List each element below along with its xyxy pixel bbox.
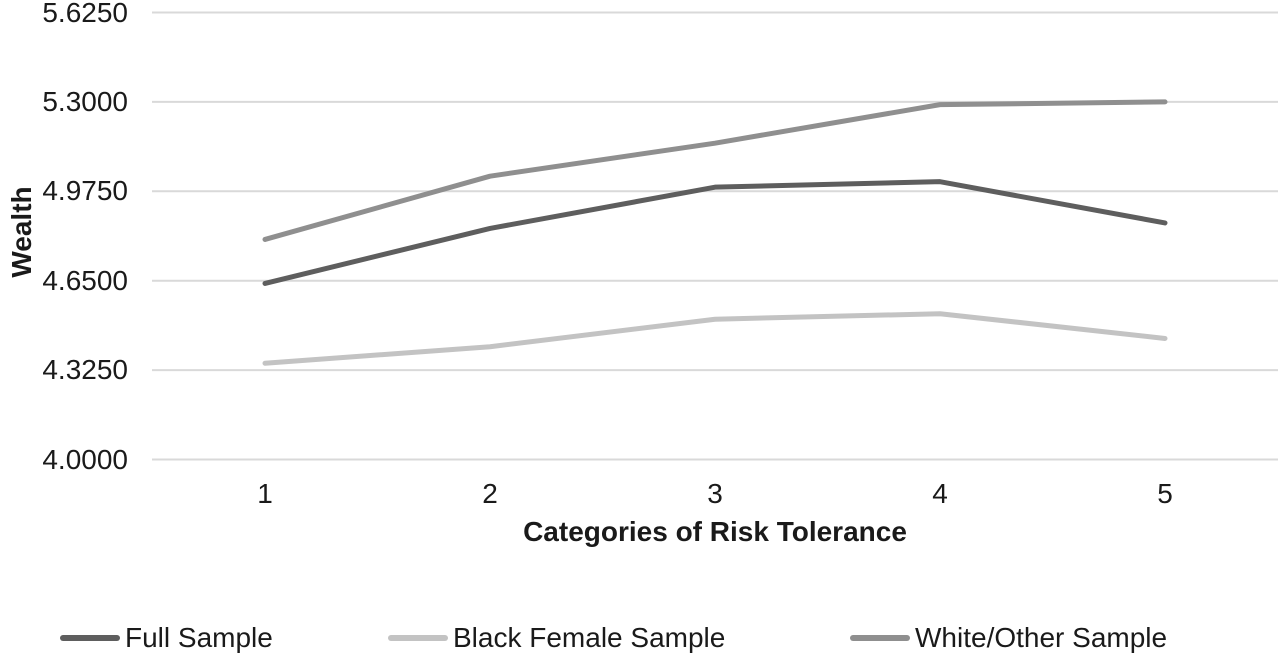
x-tick-label: 3 [707, 478, 723, 509]
series-line-black-female-sample [262, 311, 1168, 366]
y-tick-label: 5.6250 [42, 0, 128, 28]
series-line-white-other-sample [262, 99, 1168, 242]
y-tick-label: 4.0000 [42, 443, 128, 475]
legend-item-black-female-sample: Black Female Sample [388, 621, 725, 655]
legend-label: Full Sample [125, 622, 273, 653]
legend-item-white-other-sample: White/Other Sample [850, 621, 1167, 655]
y-tick-label: 5.3000 [42, 85, 128, 117]
series-line-full-sample [262, 179, 1168, 286]
y-tick-label: 4.3250 [42, 354, 128, 386]
x-tick-label: 2 [482, 478, 498, 509]
legend-swatch-white-other-sample [850, 635, 910, 641]
legend: Full Sample Black Female Sample White/Ot… [0, 621, 1280, 655]
y-tick-label: 4.9750 [42, 175, 128, 207]
x-axis-title: Categories of Risk Tolerance [523, 516, 907, 547]
x-tick-label: 5 [1157, 478, 1173, 509]
x-tick-label: 1 [257, 478, 273, 509]
y-tick-label: 4.6500 [42, 264, 128, 296]
legend-swatch-full-sample [60, 635, 120, 641]
legend-label: White/Other Sample [915, 622, 1168, 653]
legend-item-full-sample: Full Sample [60, 621, 273, 655]
legend-swatch-black-female-sample [388, 635, 448, 641]
x-tick-label: 4 [932, 478, 948, 509]
legend-label: Black Female Sample [453, 622, 726, 653]
